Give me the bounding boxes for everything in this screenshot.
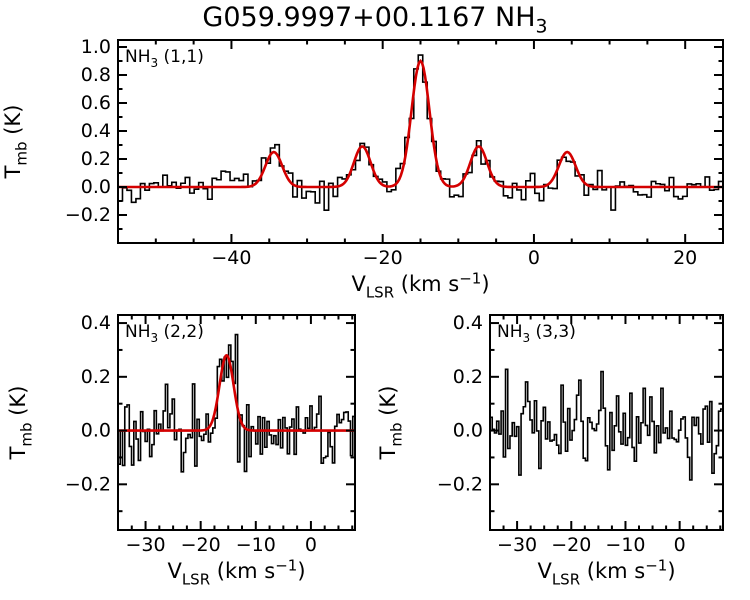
panel-label: NH3 (2,2) <box>125 322 204 345</box>
y-tick-label: −0.2 <box>65 204 111 226</box>
figure-title-text: G059.9997+00.1167 NH <box>202 2 536 33</box>
tick-labels: −40 −20 0 20 −0.2 0.0 0.2 0.4 0.6 0.8 1.0 <box>65 36 697 269</box>
panel-nh3-3-3: −30 −20 −10 0 −0.2 0.0 0.2 0.4 VLSR (km s−1) Tmb … <box>376 312 724 588</box>
x-axis-label: VLSR (km s−1) <box>167 556 305 588</box>
y-tick-label: 0.0 <box>81 420 111 442</box>
axes <box>489 314 724 531</box>
y-tick-label: 0.2 <box>453 366 483 388</box>
x-tick-label: −40 <box>211 247 251 269</box>
y-tick-label: 0.4 <box>453 312 483 334</box>
x-tick-label: −30 <box>126 534 166 556</box>
y-axis-label: Tmb (K) <box>6 386 35 461</box>
fit-curve <box>118 58 723 189</box>
axes <box>117 314 356 531</box>
y-tick-label: 1.0 <box>81 36 111 58</box>
y-tick-label: −0.2 <box>65 473 111 495</box>
x-tick-label: 0 <box>305 534 317 556</box>
tick-labels: −30 −20 −10 0 −0.2 0.0 0.2 0.4 <box>65 312 317 556</box>
y-tick-label: 0.0 <box>81 176 111 198</box>
tick-labels: −30 −20 −10 0 −0.2 0.0 0.2 0.4 <box>437 312 686 556</box>
fit-curve <box>118 353 355 432</box>
y-tick-label: 0.2 <box>81 366 111 388</box>
spectrum-histogram <box>490 368 723 481</box>
x-tick-label: 20 <box>673 247 697 269</box>
x-tick-label: −30 <box>497 534 537 556</box>
x-tick-label: 0 <box>528 247 540 269</box>
x-axis-label: VLSR (km s−1) <box>537 556 675 588</box>
x-tick-label: −10 <box>605 534 645 556</box>
axes <box>117 39 724 244</box>
panel-nh3-1-1: −40 −20 0 20 −0.2 0.0 0.2 0.4 0.6 0.8 1.0 VLSR (km … <box>1 36 724 301</box>
y-tick-label: 0.8 <box>81 64 111 86</box>
x-tick-label: −20 <box>551 534 591 556</box>
y-tick-label: 0.4 <box>81 120 111 142</box>
figure-title-sub: 3 <box>535 15 548 38</box>
y-tick-label: 0.6 <box>81 92 111 114</box>
panel-label: NH3 (3,3) <box>497 322 576 345</box>
y-tick-label: 0.0 <box>453 420 483 442</box>
panel-label: NH3 (1,1) <box>125 47 204 70</box>
y-tick-label: −0.2 <box>437 473 483 495</box>
x-axis-label: VLSR (km s−1) <box>351 269 489 301</box>
y-tick-label: 0.4 <box>81 312 111 334</box>
y-tick-label: 0.2 <box>81 148 111 170</box>
panel-nh3-2-2: −30 −20 −10 0 −0.2 0.0 0.2 0.4 VLSR (km s−1) Tmb … <box>6 312 356 588</box>
x-tick-label: −10 <box>236 534 276 556</box>
x-tick-label: −20 <box>363 247 403 269</box>
x-tick-label: 0 <box>674 534 686 556</box>
x-tick-label: −20 <box>181 534 221 556</box>
y-axis-label: Tmb (K) <box>376 386 405 461</box>
y-axis-label: Tmb (K) <box>1 105 30 180</box>
spectrum-histogram <box>118 333 355 473</box>
figure-title: G059.9997+00.1167 NH3 <box>0 2 750 42</box>
spectrum-histogram <box>118 54 723 212</box>
